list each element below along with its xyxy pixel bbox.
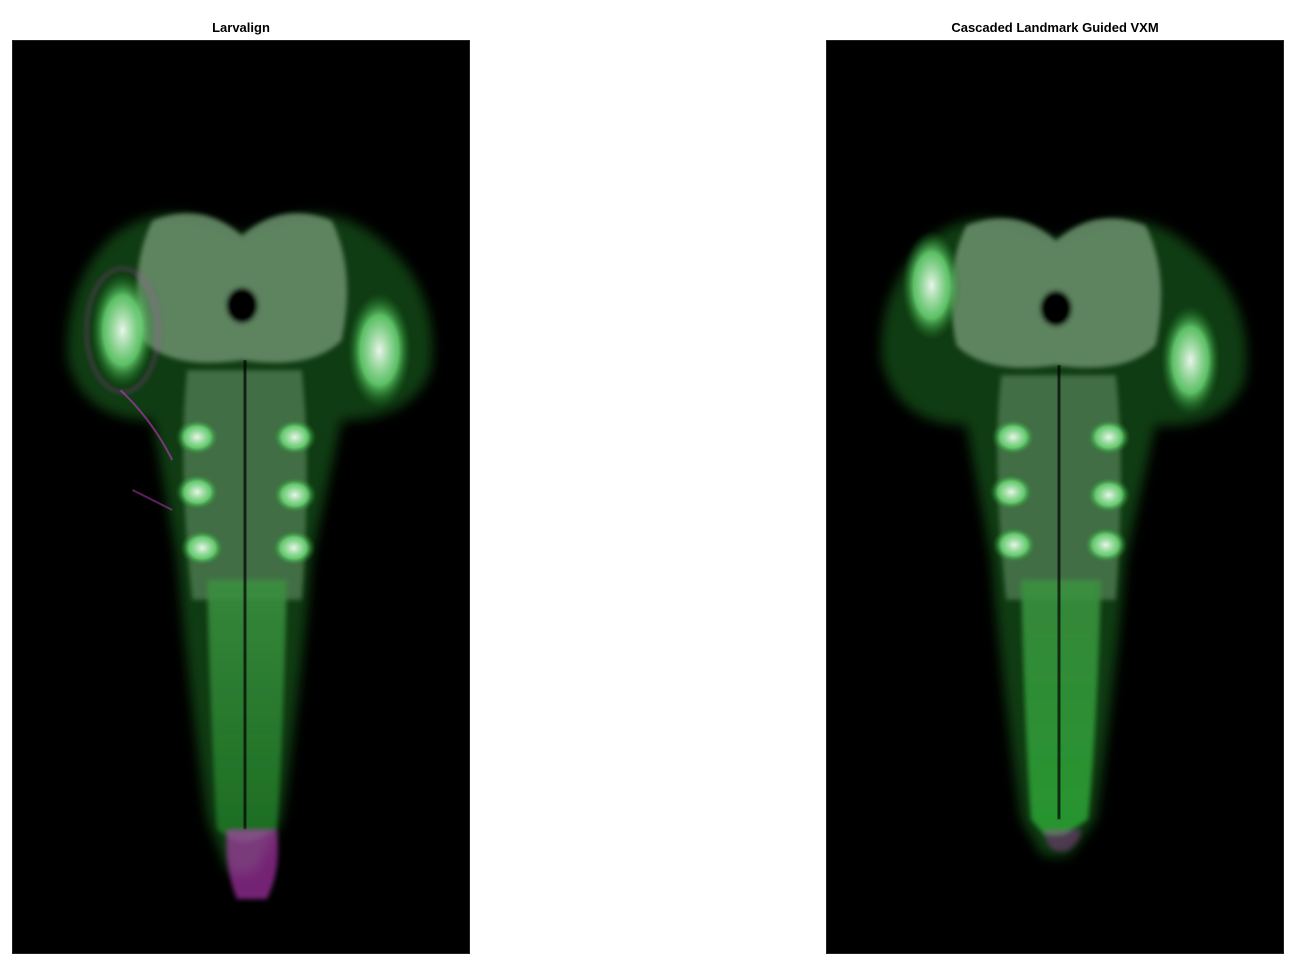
panel-title: Cascaded Landmark Guided VXM (951, 20, 1159, 35)
panel-title: Larvalign (212, 20, 270, 35)
brain-rendering (13, 41, 469, 953)
brain-image-larvalign (12, 40, 470, 954)
brain-image-cascaded-vxm (826, 40, 1284, 954)
brain-rendering (827, 41, 1283, 953)
